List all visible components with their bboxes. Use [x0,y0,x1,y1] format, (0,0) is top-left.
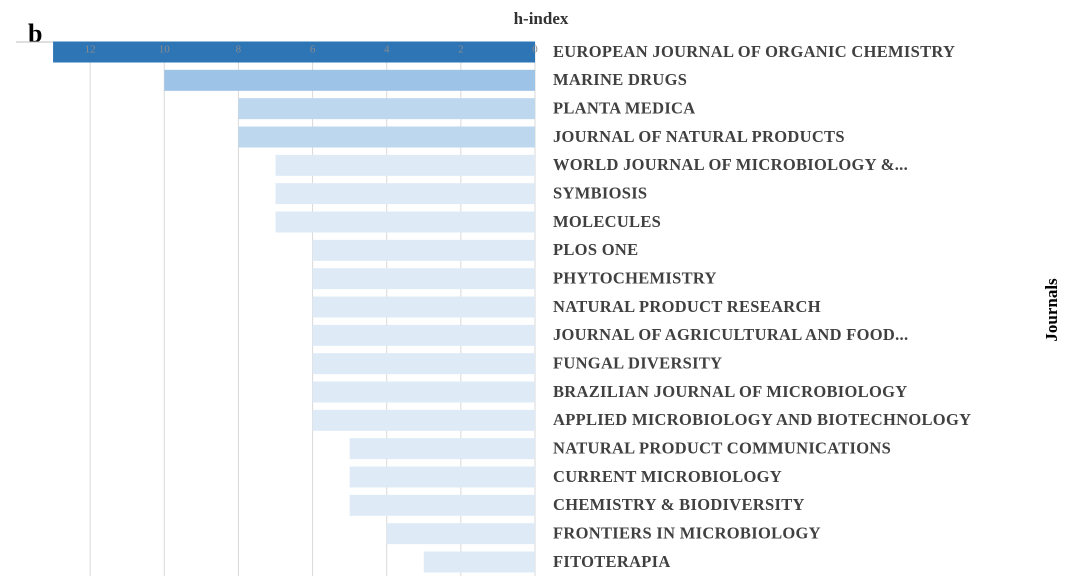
bar [312,296,535,318]
y-axis-label: Journals [1042,278,1061,342]
bar [238,98,535,120]
bar [349,494,535,516]
bar [349,438,535,460]
category-label: PLOS ONE [553,240,638,259]
x-axis-label: h-index [514,9,569,28]
x-tick-label: 0 [532,44,538,56]
bar [275,211,535,233]
category-label: FUNGAL DIVERSITY [553,353,722,372]
bar [53,41,535,63]
category-label: NATURAL PRODUCT RESEARCH [553,297,821,316]
category-label: CHEMISTRY & BIODIVERSITY [553,495,805,514]
category-label: FRONTIERS IN MICROBIOLOGY [553,523,821,542]
category-label: MARINE DRUGS [553,70,687,89]
x-tick-label: 10 [159,44,171,56]
bar [312,381,535,403]
bar [275,183,535,205]
x-tick-label: 4 [384,44,390,56]
bar [238,126,535,148]
category-label: CURRENT MICROBIOLOGY [553,467,782,486]
bar [275,154,535,176]
bar [312,409,535,431]
bar [312,268,535,290]
category-label: NATURAL PRODUCT COMMUNICATIONS [553,438,891,457]
x-tick-label: 12 [85,44,96,56]
category-label: BRAZILIAN JOURNAL OF MICROBIOLOGY [553,382,907,401]
category-label: JOURNAL OF NATURAL PRODUCTS [553,127,845,146]
category-label: PLANTA MEDICA [553,98,695,117]
bar [164,69,536,91]
bar [423,551,535,573]
bar [349,466,535,488]
category-label: EUROPEAN JOURNAL OF ORGANIC CHEMISTRY [553,42,955,61]
bar [312,353,535,375]
bar [312,239,535,261]
category-label: APPLIED MICROBIOLOGY AND BIOTECHNOLOGY [553,410,971,429]
x-tick-label: 6 [310,44,316,56]
category-label: JOURNAL OF AGRICULTURAL AND FOOD... [553,325,908,344]
category-label: FITOTERAPIA [553,552,671,571]
panel-label: b [28,19,42,48]
category-label: WORLD JOURNAL OF MICROBIOLOGY &... [553,155,908,174]
x-tick-label: 2 [458,44,464,56]
category-label: SYMBIOSIS [553,183,647,202]
category-label: PHYTOCHEMISTRY [553,268,717,287]
x-tick-label: 8 [236,44,242,56]
bar [386,523,535,545]
category-label: MOLECULES [553,212,661,231]
bar [312,324,535,346]
